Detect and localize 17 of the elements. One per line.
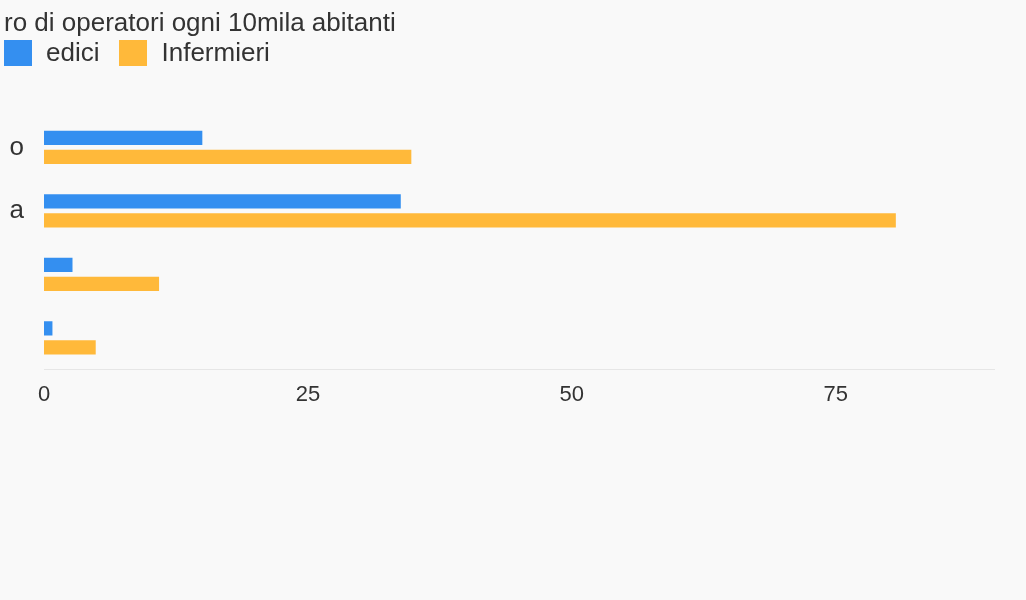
legend-label: edici: [46, 37, 100, 68]
bar: [44, 276, 160, 292]
bar: [44, 130, 203, 145]
bar: [44, 149, 412, 165]
y-tick-label: o: [9, 130, 24, 161]
x-tick-label: 0: [37, 380, 51, 406]
x-tick-label: 50: [559, 380, 585, 406]
x-tick-label: 75: [823, 380, 848, 406]
x-tick-label: 25: [295, 380, 321, 406]
bar: [44, 340, 96, 355]
bar: [44, 321, 53, 336]
bar: [44, 257, 73, 272]
y-tick-label: a: [9, 194, 25, 225]
chart-title: ro di operatori ogni 10mila abitanti: [4, 7, 396, 38]
legend-label: Infermieri: [161, 37, 270, 68]
bar: [44, 213, 896, 228]
bar: [44, 194, 401, 209]
